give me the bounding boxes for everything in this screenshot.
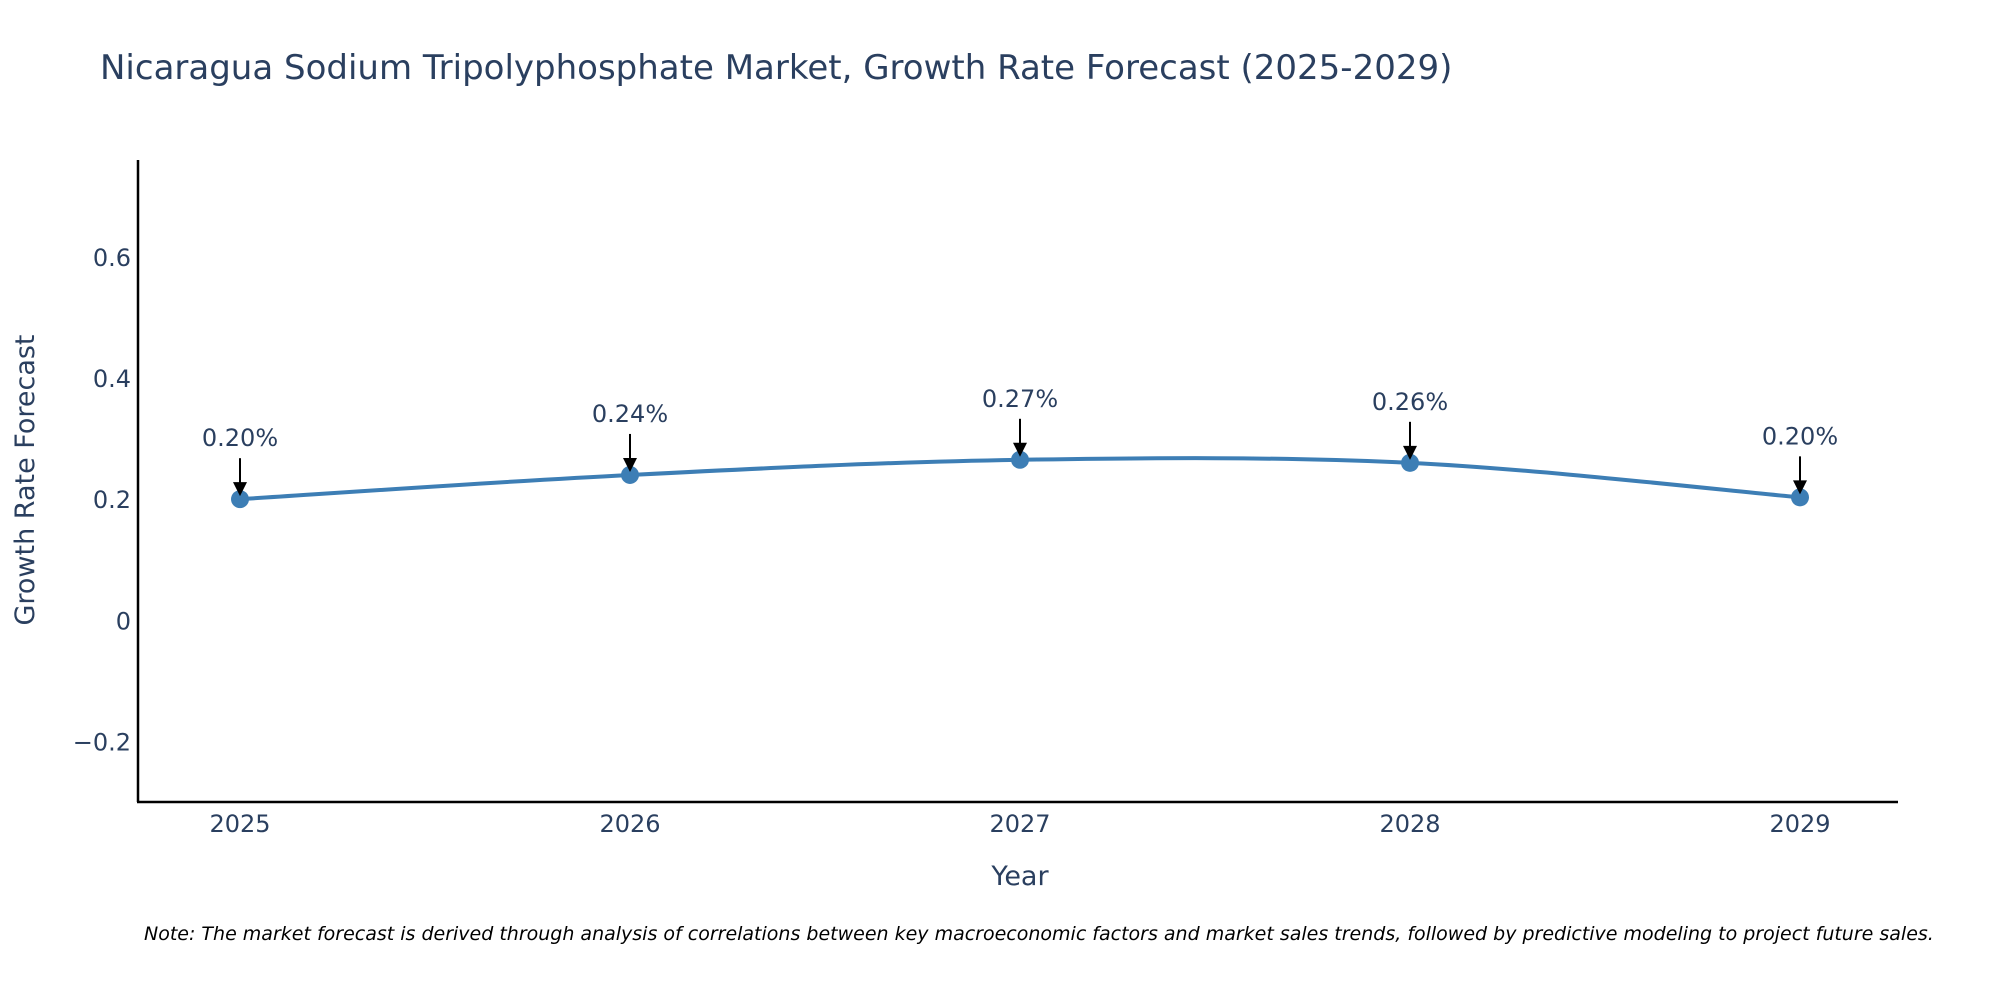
x-axis-ticks: 2025 2026 2027 2028 2029 [209,810,1830,838]
data-label: 0.26% [1372,388,1448,416]
annotation-arrow-head [1403,445,1417,460]
data-label: 0.24% [592,400,668,428]
data-point-marker [621,465,639,484]
x-axis-title: Year [990,861,1049,892]
data-label: 0.27% [982,385,1058,413]
annotation-arrow-head [233,482,247,497]
y-tick-label: 0.4 [93,365,131,393]
data-point-marker [1011,450,1029,469]
footnote: Note: The market forecast is derived thr… [144,923,1934,945]
data-point-marker [1401,453,1419,472]
data-label: 0.20% [202,424,278,452]
data-label: 0.20% [1762,422,1838,450]
data-point-marker [231,490,249,509]
y-axis-ticks: −0.2 0 0.2 0.4 0.6 [73,244,131,757]
annotation-arrow-head [1793,480,1807,495]
data-annotations: 0.20% 0.24% 0.27% 0.26% 0.20% [202,385,1838,497]
x-tick-label: 2027 [989,810,1050,838]
data-point-marker [1791,488,1809,507]
y-tick-label: 0 [116,607,131,635]
chart-title: Nicaragua Sodium Tripolyphosphate Market… [100,48,1452,88]
x-tick-label: 2028 [1379,810,1440,838]
y-axis-title: Growth Rate Forecast [10,334,41,625]
x-tick-label: 2026 [599,810,660,838]
annotation-arrow-head [1013,442,1027,457]
x-tick-label: 2025 [209,810,270,838]
y-tick-label: 0.2 [93,486,131,514]
y-tick-label: 0.6 [93,244,131,272]
x-tick-label: 2029 [1769,810,1830,838]
data-markers [231,450,1809,509]
y-tick-label: −0.2 [73,728,131,756]
annotation-arrow-head [623,457,637,472]
